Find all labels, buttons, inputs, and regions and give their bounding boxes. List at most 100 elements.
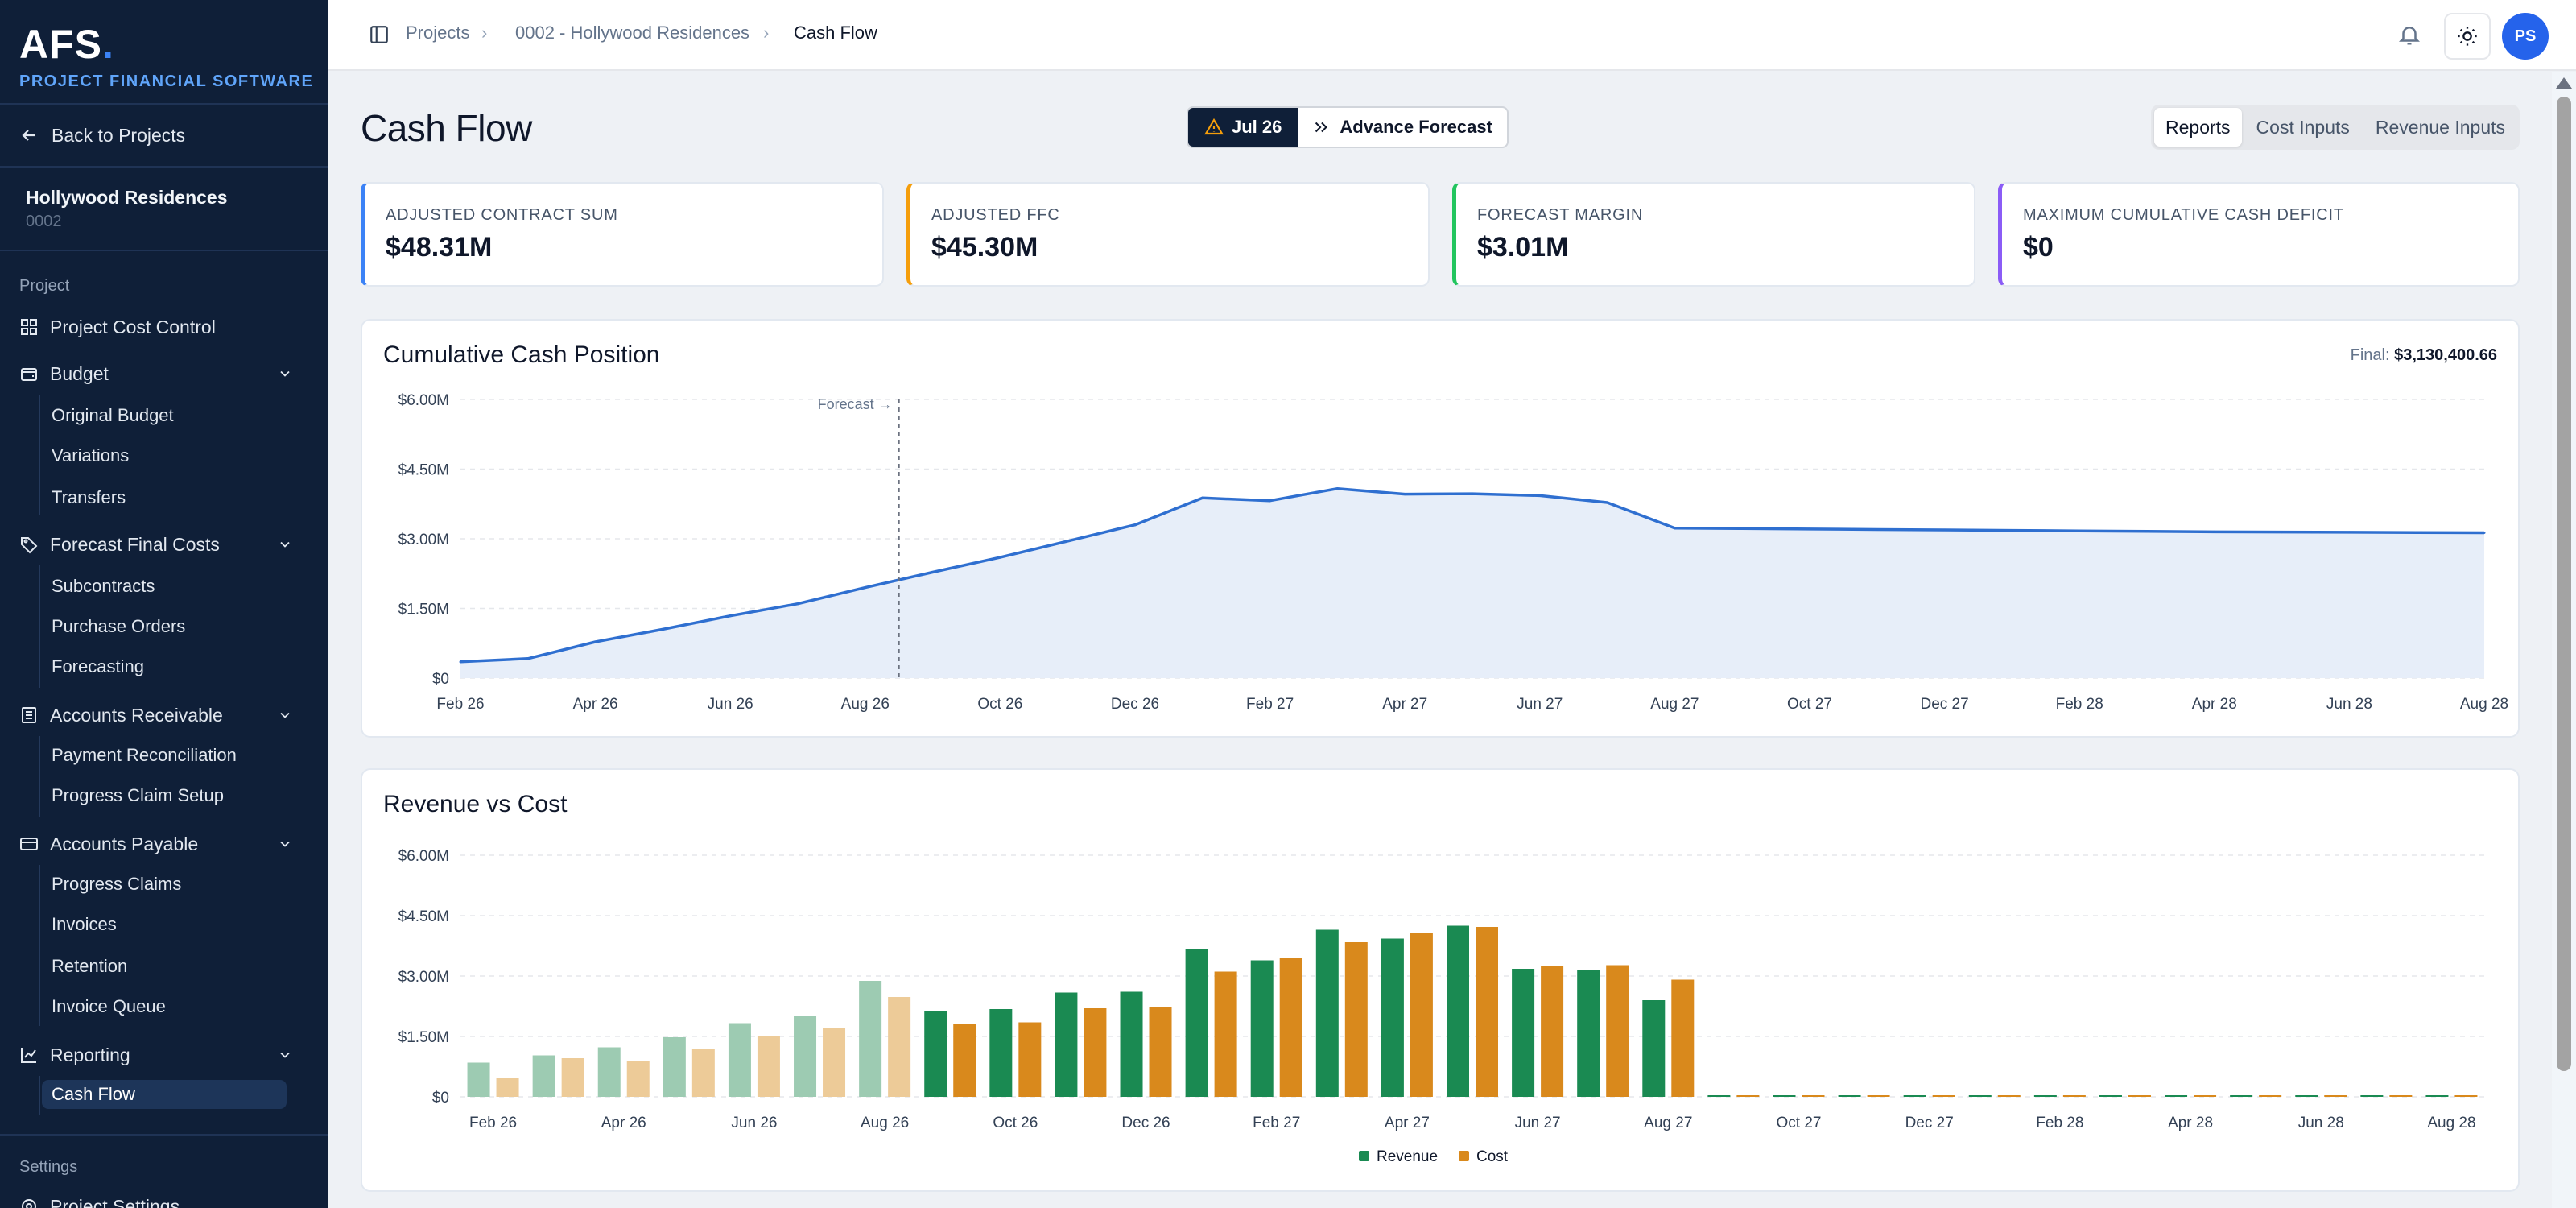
cost-bar [2324,1095,2347,1097]
page-title: Cash Flow [361,107,532,149]
data-point [1066,540,1069,543]
nav-label: Reporting [50,1044,130,1065]
breadcrumb-projects[interactable]: Projects [406,23,470,43]
sidebar-item-forecasting[interactable]: Forecasting [52,656,144,676]
sidebar-item-budget[interactable]: Budget [19,358,309,390]
section-label-project: Project [19,277,70,295]
cost-bar [1932,1095,1955,1097]
cost-bar [2454,1095,2478,1097]
current-period-button[interactable]: Jul 26 [1188,108,1298,147]
x-tick-label: Aug 26 [861,1115,909,1131]
nav-label: Accounts Payable [50,833,199,854]
data-point [1335,487,1339,490]
sidebar-item-invoice-queue[interactable]: Invoice Queue [52,996,166,1016]
cost-bar [1279,958,1302,1097]
chart-title: Revenue vs Cost [383,791,568,817]
chevron-down-icon [280,841,290,847]
revenue-bar [794,1016,817,1097]
sidebar-item-project-settings[interactable]: Project Settings [19,1190,309,1208]
tab-cost-inputs[interactable]: Cost Inputs [2256,116,2350,138]
x-tick-label: Jun 27 [1515,1115,1561,1131]
kpi-value: $45.30M [931,232,1038,263]
theme-toggle-button[interactable] [2444,13,2491,60]
sidebar-item-reporting[interactable]: Reporting [19,1039,309,1071]
sidebar-toggle-icon[interactable] [369,24,390,45]
data-point [729,614,732,618]
avatar[interactable]: PS [2502,13,2549,60]
x-tick-label: Jun 28 [2298,1115,2344,1131]
kpi-adjusted-contract-sum: ADJUSTED CONTRACT SUM $48.31M [361,182,884,287]
kpi-value: $48.31M [386,232,493,263]
sidebar-item-subcontracts[interactable]: Subcontracts [52,576,155,596]
data-point [2415,531,2418,534]
sidebar-item-purchase-orders[interactable]: Purchase Orders [52,616,186,636]
divider [0,1134,328,1136]
sidebar-item-invoices[interactable]: Invoices [52,914,117,934]
advance-forecast-button[interactable]: Advance Forecast [1298,108,1507,147]
revenue-bar [859,981,882,1097]
bell-icon[interactable] [2397,23,2421,47]
sidebar-item-project-cost-control[interactable]: Project Cost Control [19,311,309,343]
kpi-label: ADJUSTED CONTRACT SUM [386,206,618,224]
x-tick-label: Dec 27 [1920,696,1968,713]
sidebar-item-accounts-receivable[interactable]: Accounts Receivable [19,699,309,731]
tab-revenue-inputs[interactable]: Revenue Inputs [2375,116,2506,138]
scroll-up-arrow[interactable] [2556,77,2572,89]
chart-icon [21,1048,36,1063]
building-icon [22,707,36,723]
data-point [459,660,462,664]
cost-bar [2062,1095,2086,1097]
cost-bar [2259,1095,2282,1097]
sidebar-item-progress-claim-setup[interactable]: Progress Claim Setup [52,785,224,805]
nav-label: Forecast Final Costs [50,533,220,555]
cost-bar [1736,1095,1760,1097]
sidebar-item-progress-claims[interactable]: Progress Claims [52,874,182,894]
sidebar-item-cash-flow[interactable]: Cash Flow [42,1080,287,1109]
y-tick-label: $3.00M [398,969,449,986]
section-label-settings: Settings [19,1158,78,1176]
revenue-bar [532,1055,555,1097]
x-tick-label: Aug 28 [2460,696,2508,713]
revenue-bar [989,1009,1013,1097]
arrow-left-icon [22,130,35,141]
sidebar-item-variations[interactable]: Variations [52,445,130,465]
cost-bar [1344,942,1368,1097]
breadcrumb-project[interactable]: 0002 - Hollywood Residences [515,23,750,43]
back-to-projects-link[interactable]: Back to Projects [19,122,185,148]
cost-bar [1671,979,1695,1097]
data-point [661,627,664,631]
logo: AFS. [19,22,114,67]
revenue-bar [1055,992,1078,1097]
submenu-rail [39,1076,40,1115]
kpi-value: $0 [2023,232,2054,263]
legend-label: Revenue [1377,1148,1438,1165]
x-tick-label: Apr 26 [573,696,618,713]
revenue-bar [2033,1095,2057,1097]
advance-label: Advance Forecast [1340,117,1492,137]
scrollbar-thumb[interactable] [2557,97,2571,1071]
y-tick-label: $6.00M [398,848,449,865]
sidebar-item-original-budget[interactable]: Original Budget [52,405,174,425]
chevrons-right-icon [1315,122,1328,133]
revenue-vs-cost-card: Revenue vs Cost $0 $1.50M $3.00M $4.50M $6.0… [361,768,2520,1192]
cost-bar [1997,1095,2021,1097]
x-tick-label: Apr 27 [1382,696,1427,713]
sidebar-item-transfers[interactable]: Transfers [52,487,126,507]
sidebar-item-payment-reconciliation[interactable]: Payment Reconciliation [52,745,237,765]
cost-bar [1018,1022,1042,1097]
sidebar-item-retention[interactable]: Retention [52,956,128,976]
y-tick-label: $1.50M [398,1029,449,1046]
x-tick-label: Feb 28 [2056,696,2103,713]
tab-reports[interactable]: Reports [2154,108,2242,147]
revenue-bar [924,1011,947,1097]
revenue-bar [1512,969,1535,1097]
kpi-label: MAXIMUM CUMULATIVE CASH DEFICIT [2023,206,2344,224]
cost-bar [2128,1095,2151,1097]
sidebar-item-accounts-payable[interactable]: Accounts Payable [19,828,309,860]
revenue-bar [2230,1095,2253,1097]
sidebar-item-forecast-final-costs[interactable]: Forecast Final Costs [19,528,309,561]
revenue-vs-cost-chart: $0 $1.50M $3.00M $4.50M $6.00M Feb 26 Apr 26 Ju… [398,848,2484,1165]
data-point [2483,531,2486,534]
settings-icon [22,1199,36,1208]
nav-label: Budget [50,362,109,384]
